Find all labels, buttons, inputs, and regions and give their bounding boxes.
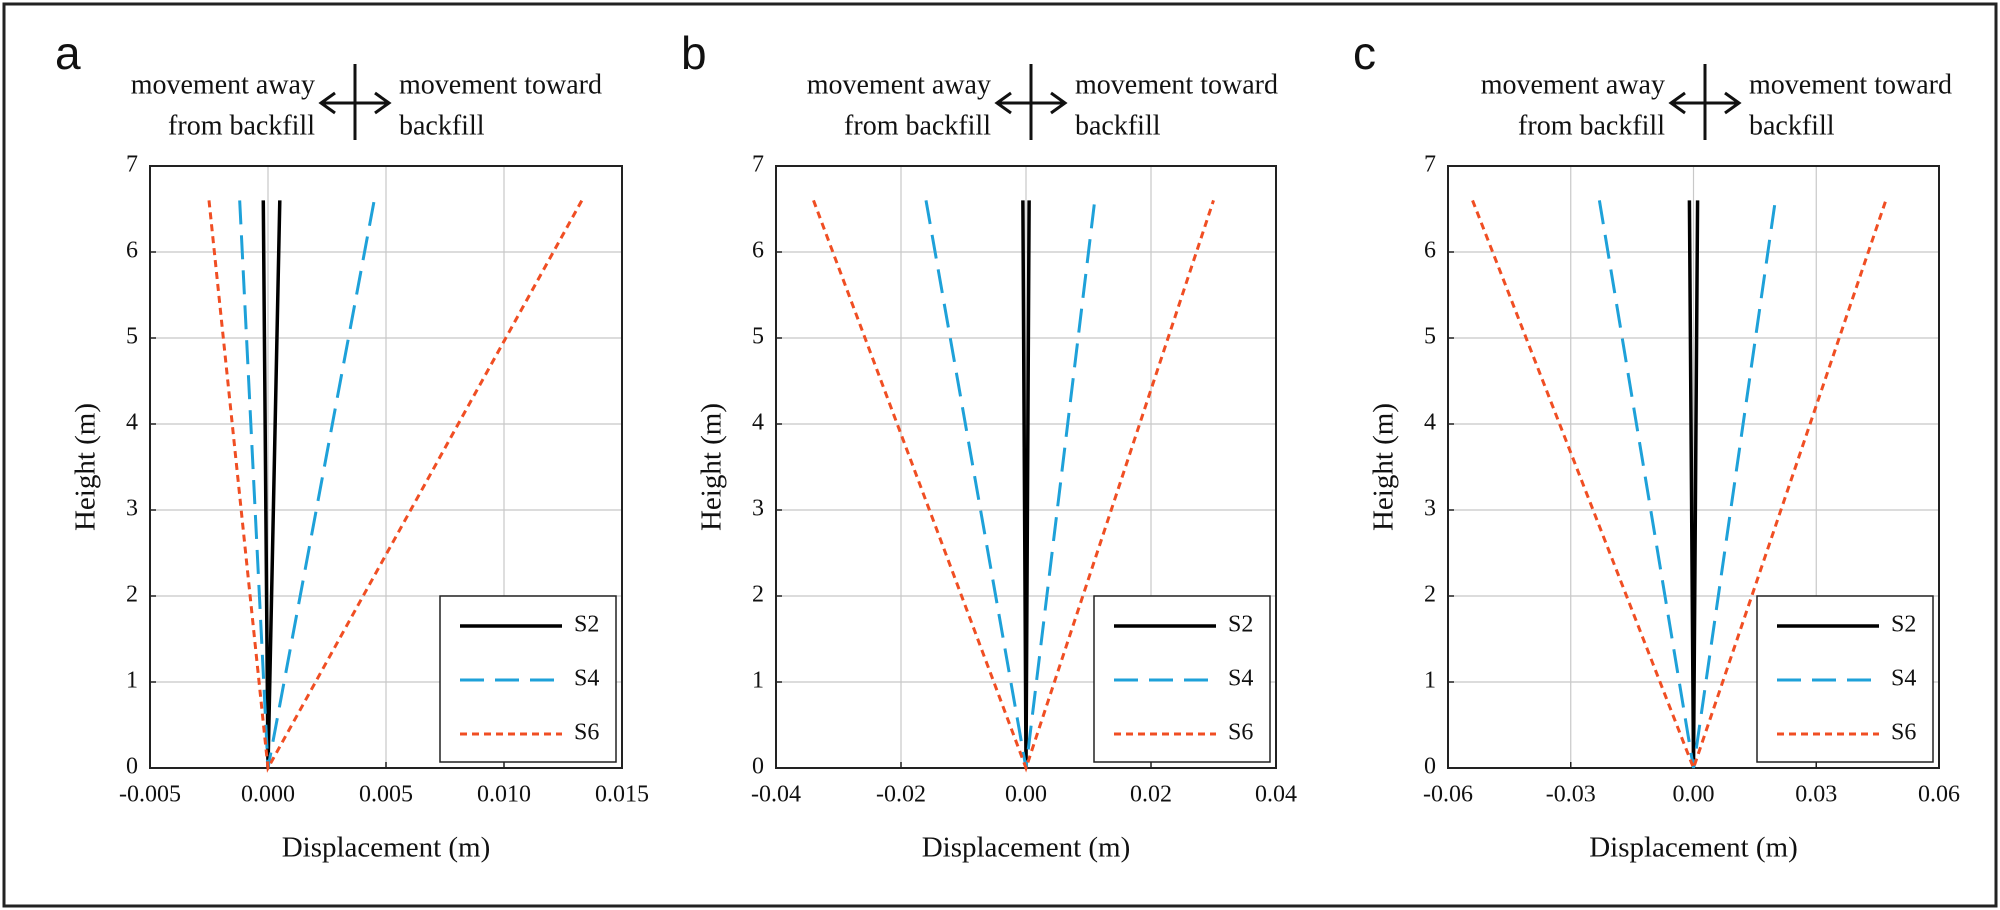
y-tick-label: 7 (1424, 152, 1436, 178)
series-line (924, 200, 1097, 769)
y-tick-label: 4 (126, 410, 138, 436)
legend-label: S2 (574, 612, 599, 638)
x-tick-label: 0.02 (1130, 782, 1172, 808)
x-tick-label: -0.02 (876, 782, 926, 808)
x-axis-label: Displacement (m) (282, 832, 491, 864)
y-tick-label: 3 (752, 496, 764, 522)
panel-label: b (681, 27, 707, 79)
y-tick-label: 0 (752, 754, 764, 780)
series-line (261, 200, 282, 769)
y-axis-label: Height (m) (1368, 403, 1400, 531)
x-tick-label: -0.005 (119, 782, 181, 808)
annotation: movement away (131, 69, 315, 100)
annotation: movement away (807, 69, 991, 100)
y-tick-label: 1 (1424, 668, 1436, 694)
y-tick-label: 2 (1424, 582, 1436, 608)
y-tick-label: 6 (752, 238, 764, 264)
legend-label: S6 (574, 720, 599, 746)
y-axis-label: Height (m) (70, 403, 102, 531)
y-tick-label: 4 (1424, 410, 1436, 436)
annotation: movement away (1481, 69, 1665, 100)
y-tick-label: 2 (126, 582, 138, 608)
y-tick-label: 0 (126, 754, 138, 780)
annotation: backfill (1749, 110, 1835, 141)
annotation: backfill (1075, 110, 1161, 141)
y-tick-label: 0 (1424, 754, 1436, 780)
y-tick-label: 6 (1424, 238, 1436, 264)
y-tick-label: 5 (752, 324, 764, 350)
y-tick-label: 7 (752, 152, 764, 178)
x-tick-label: 0.06 (1918, 782, 1960, 808)
x-tick-label: 0.010 (477, 782, 531, 808)
annotation: from backfill (844, 110, 991, 141)
x-axis-label: Displacement (m) (922, 832, 1131, 864)
y-tick-label: 2 (752, 582, 764, 608)
series-line (207, 199, 584, 773)
annotation: backfill (399, 110, 485, 141)
x-tick-label: 0.04 (1255, 782, 1297, 808)
panel-label: c (1353, 27, 1376, 79)
series-line (812, 199, 1215, 773)
y-tick-label: 7 (126, 152, 138, 178)
x-tick-label: -0.03 (1546, 782, 1596, 808)
panel-label: a (55, 27, 81, 79)
x-tick-label: 0.03 (1795, 782, 1837, 808)
y-tick-label: 3 (1424, 496, 1436, 522)
plot-frame (149, 165, 623, 769)
x-tick-label: 0.00 (1005, 782, 1047, 808)
x-tick-label: 0.000 (241, 782, 295, 808)
legend-label: S4 (574, 666, 599, 692)
annotation: movement toward (399, 69, 602, 100)
x-axis-label: Displacement (m) (1589, 832, 1798, 864)
y-tick-label: 5 (1424, 324, 1436, 350)
series-line (1471, 199, 1888, 773)
x-tick-label: -0.06 (1423, 782, 1473, 808)
annotation: movement toward (1749, 69, 1952, 100)
legend-label: S4 (1891, 666, 1916, 692)
x-tick-label: 0.005 (359, 782, 413, 808)
annotation: from backfill (168, 110, 315, 141)
legend-label: S6 (1891, 720, 1916, 746)
annotation: movement toward (1075, 69, 1278, 100)
arrow-head (318, 91, 392, 115)
legend-label: S2 (1228, 612, 1253, 638)
y-tick-label: 1 (126, 668, 138, 694)
arrow-head (1668, 91, 1742, 115)
y-tick-label: 6 (126, 238, 138, 264)
arrow-head (994, 91, 1068, 115)
x-tick-label: 0.015 (595, 782, 649, 808)
y-axis-label: Height (m) (696, 403, 728, 531)
y-tick-label: 1 (752, 668, 764, 694)
y-tick-label: 3 (126, 496, 138, 522)
x-tick-label: -0.04 (751, 782, 801, 808)
annotation: from backfill (1518, 110, 1665, 141)
x-tick-label: 0.00 (1673, 782, 1715, 808)
y-tick-label: 5 (126, 324, 138, 350)
series-line (1597, 200, 1777, 769)
legend-label: S6 (1228, 720, 1253, 746)
y-tick-label: 4 (752, 410, 764, 436)
legend-label: S4 (1228, 666, 1253, 692)
legend-label: S2 (1891, 612, 1916, 638)
